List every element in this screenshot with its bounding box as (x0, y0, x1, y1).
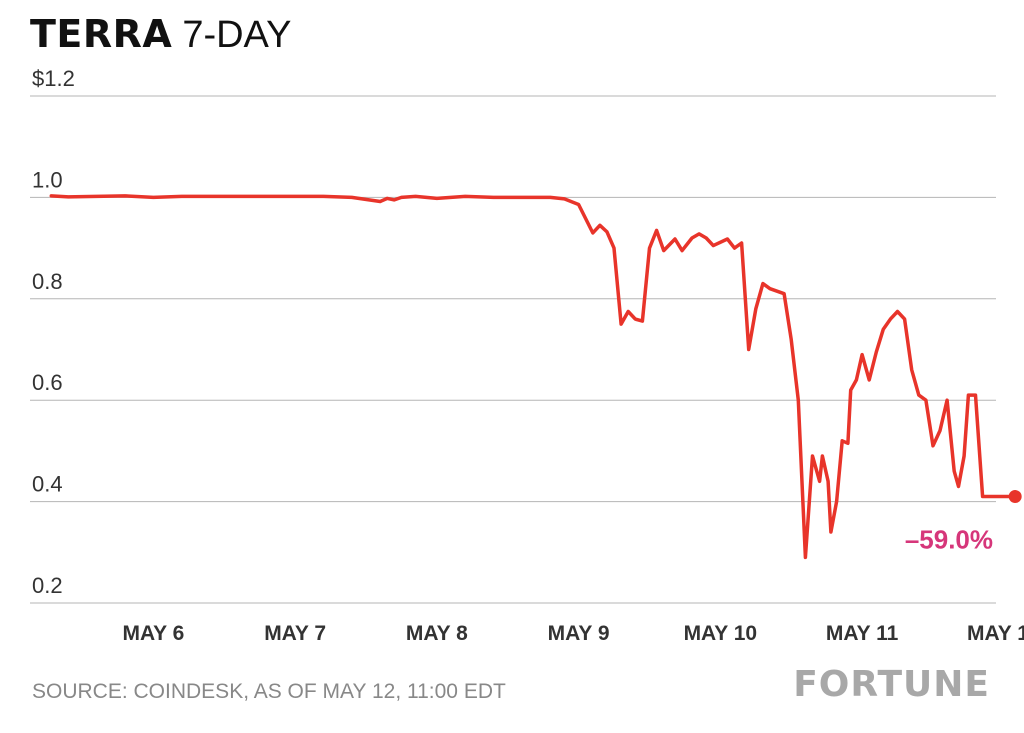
chart-title: TERRA 7-DAY (30, 10, 291, 59)
y-tick-label: $1.2 (32, 66, 75, 91)
brand-logo: FORTUNE (793, 664, 990, 705)
x-tick-label: MAY 10 (684, 622, 758, 645)
y-tick-label: 0.8 (32, 269, 63, 294)
x-tick-label: MAY 9 (548, 622, 610, 645)
x-axis-labels: MAY 6 MAY 7 MAY 8 MAY 9 MAY 10 MAY 11 MAY 12 (122, 622, 1024, 645)
x-tick-label: MAY 8 (406, 622, 468, 645)
y-tick-label: 0.2 (32, 573, 63, 598)
title-main: TERRA (30, 12, 173, 56)
x-tick-label: MAY 12 (967, 622, 1024, 645)
series-layer: –59.0% (49, 194, 1022, 560)
source-note: SOURCE: COINDESK, AS OF MAY 12, 11:00 ED… (32, 680, 506, 703)
y-tick-label: 1.0 (32, 167, 63, 192)
grid-layer (30, 95, 996, 604)
title-subtitle: 7-DAY (182, 14, 292, 56)
series-line (49, 194, 1017, 560)
y-axis-labels: $1.2 1.0 0.8 0.6 0.4 0.2 (32, 66, 75, 598)
y-tick-label: 0.6 (32, 370, 63, 395)
y-tick-label: 0.4 (32, 472, 63, 497)
change-percent-label: –59.0% (905, 525, 993, 555)
x-tick-label: MAY 7 (264, 622, 326, 645)
x-tick-label: MAY 6 (122, 622, 184, 645)
x-tick-label: MAY 11 (826, 622, 899, 645)
end-point-marker (1008, 490, 1022, 504)
